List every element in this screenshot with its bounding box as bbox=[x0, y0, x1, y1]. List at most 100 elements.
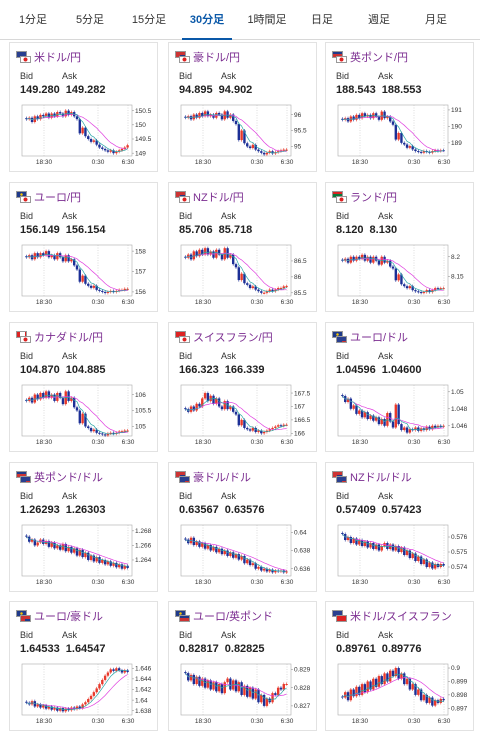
candle-body bbox=[61, 543, 65, 550]
pair-name-link[interactable]: ランド/円 bbox=[350, 192, 398, 204]
candle-body bbox=[39, 114, 42, 120]
tab-timeframe[interactable]: 1時間足 bbox=[247, 14, 287, 26]
tab-timeframe[interactable]: 週足 bbox=[368, 14, 390, 26]
pair-card[interactable]: ユーロ/円 Bid Ask 156.149 156.154 18:30 0:30 6:30 15… bbox=[9, 182, 158, 312]
flag-icon bbox=[20, 476, 31, 483]
tab-timeframe[interactable]: 1分足 bbox=[18, 14, 48, 26]
candle-body bbox=[372, 113, 375, 119]
bid-ask-values: 0.63567 0.63576 bbox=[179, 504, 271, 516]
x-tick-label: 0:30 bbox=[251, 299, 264, 306]
candle-body bbox=[363, 113, 367, 117]
candle-body bbox=[248, 559, 252, 566]
pair-card[interactable]: カナダドル/円 Bid Ask 104.870 104.885 18:30 0:30 6:30… bbox=[9, 322, 158, 452]
candle-body bbox=[360, 410, 364, 418]
candle-body bbox=[39, 704, 42, 708]
y-tick-label: 0.898 bbox=[451, 692, 468, 699]
pair-name-link[interactable]: 豪ドル/ドル bbox=[193, 472, 252, 484]
pair-card[interactable]: 英ポンド/ドル Bid Ask 1.26293 1.26303 18:30 0:30 6:30… bbox=[9, 462, 158, 592]
candle-body bbox=[394, 268, 398, 281]
mini-candlestick-chart[interactable]: 18:30 0:30 6:30 86.5 86 85.5 bbox=[179, 241, 314, 311]
pair-name-link[interactable]: 英ポンド/円 bbox=[350, 52, 409, 64]
candle-body bbox=[50, 394, 53, 398]
mini-candlestick-chart[interactable]: 18:30 0:30 6:30 150.5 150 149.5 149 bbox=[20, 101, 155, 171]
candle-body bbox=[87, 426, 90, 429]
candle-body bbox=[229, 406, 232, 410]
pair-card[interactable]: 英ポンド/円 Bid Ask 188.543 188.553 18:30 0:30 6:30 1… bbox=[325, 42, 474, 172]
pair-name-link[interactable]: 米ドル/スイスフラン bbox=[350, 611, 452, 623]
pair-name-link[interactable]: ユーロ/ドル bbox=[350, 332, 409, 344]
y-tick-label: 166 bbox=[294, 431, 305, 438]
x-tick-label: 0:30 bbox=[251, 579, 264, 586]
bid-value: 0.63567 bbox=[179, 504, 219, 516]
pair-name-link[interactable]: NZドル/ドル bbox=[350, 472, 412, 484]
pair-card[interactable]: スイスフラン/円 Bid Ask 166.323 166.339 18:30 0:30 6:3… bbox=[168, 322, 317, 452]
pair-name-link[interactable]: カナダドル/円 bbox=[34, 332, 104, 344]
pair-card[interactable]: NZドル/ドル Bid Ask 0.57409 0.57423 18:30 0:30 6:30… bbox=[325, 462, 474, 592]
tab-timeframe[interactable]: 30分足 bbox=[182, 0, 232, 40]
candle-body bbox=[248, 146, 252, 149]
pair-name-link[interactable]: スイスフラン/円 bbox=[193, 332, 273, 344]
pair-name-link[interactable]: NZドル/円 bbox=[193, 192, 244, 204]
candle-body bbox=[386, 673, 389, 682]
mini-candlestick-chart[interactable]: 18:30 0:30 6:30 167.5 167 166.5 166 bbox=[179, 381, 314, 451]
pair-name-link[interactable]: 英ポンド/ドル bbox=[34, 472, 104, 484]
mini-candlestick-chart[interactable]: 18:30 0:30 6:30 106 105.5 105 bbox=[20, 381, 155, 451]
candle-body bbox=[192, 251, 196, 260]
tab-timeframe[interactable]: 15分足 bbox=[131, 14, 167, 26]
pair-card[interactable]: ユーロ/英ポンド Bid Ask 0.82817 0.82825 18:30 0:30 6:3… bbox=[168, 601, 317, 731]
mini-candlestick-chart[interactable]: 18:30 0:30 6:30 0.829 0.828 0.827 bbox=[179, 660, 314, 730]
mini-candlestick-chart[interactable]: 18:30 0:30 6:30 0.576 0.575 0.574 bbox=[336, 521, 471, 591]
x-tick-label: 6:30 bbox=[122, 439, 135, 446]
candle-body bbox=[39, 392, 42, 400]
candle-body bbox=[240, 273, 243, 281]
pair-card[interactable]: 豪ドル/ドル Bid Ask 0.63567 0.63576 18:30 0:30 6:30 0… bbox=[168, 462, 317, 592]
candle-body bbox=[363, 541, 367, 546]
mini-candlestick-chart[interactable]: 18:30 0:30 6:30 158 157 156 bbox=[20, 241, 155, 311]
pair-card[interactable]: 米ドル/スイスフラン Bid Ask 0.89761 0.89776 18:30 0:30 6… bbox=[325, 601, 474, 731]
pair-name-link[interactable]: ユーロ/円 bbox=[34, 192, 82, 204]
tab-timeframe[interactable]: 日足 bbox=[311, 14, 333, 26]
candle-body bbox=[254, 144, 257, 150]
candle-body bbox=[377, 676, 381, 687]
mini-candlestick-chart[interactable]: 18:30 0:30 6:30 191 190 189 bbox=[336, 101, 471, 171]
candle-body bbox=[366, 681, 369, 693]
pair-card[interactable]: NZドル/円 Bid Ask 85.706 85.718 18:30 0:30 6:30 86.… bbox=[168, 182, 317, 312]
ask-label: Ask bbox=[62, 351, 78, 361]
candle-body bbox=[212, 251, 215, 258]
mini-candlestick-chart[interactable]: 18:30 0:30 6:30 96 95.5 95 bbox=[179, 101, 314, 171]
candle-body bbox=[53, 255, 56, 260]
y-tick-label: 1.046 bbox=[451, 423, 468, 430]
candle-body bbox=[117, 150, 121, 152]
pair-card[interactable]: ランド/円 Bid Ask 8.120 8.130 18:30 0:30 6:30 8.2 8.1… bbox=[325, 182, 474, 312]
pair-card[interactable]: ユーロ/豪ドル Bid Ask 1.64533 1.64547 18:30 0:30 6:30… bbox=[9, 601, 158, 731]
y-tick-label: 0.636 bbox=[294, 566, 311, 573]
candle-body bbox=[203, 543, 207, 549]
pair-name-link[interactable]: ユーロ/豪ドル bbox=[34, 611, 104, 623]
mini-candlestick-chart[interactable]: 18:30 0:30 6:30 1.646 1.644 1.642 1.64 1.638 bbox=[20, 660, 155, 730]
pair-name-link[interactable]: 豪ドル/円 bbox=[193, 52, 241, 64]
candle-body bbox=[274, 570, 277, 573]
pair-flags bbox=[332, 331, 347, 343]
moving-average-short bbox=[185, 251, 287, 292]
mini-candlestick-chart[interactable]: 18:30 0:30 6:30 1.05 1.048 1.046 bbox=[336, 381, 471, 451]
pair-header: NZドル/ドル bbox=[332, 470, 412, 484]
candle-body bbox=[274, 426, 277, 428]
pair-card[interactable]: 米ドル/円 Bid Ask 149.280 149.282 18:30 0:30 6:30 15… bbox=[9, 42, 158, 172]
candle-body bbox=[201, 112, 204, 117]
tab-timeframe[interactable]: 月足 bbox=[425, 14, 447, 26]
pair-name-link[interactable]: ユーロ/英ポンド bbox=[193, 611, 274, 623]
pair-card[interactable]: 豪ドル/円 Bid Ask 94.895 94.902 18:30 0:30 6:30 96 95… bbox=[168, 42, 317, 172]
pair-name-link[interactable]: 米ドル/円 bbox=[34, 52, 82, 64]
mini-candlestick-chart[interactable]: 18:30 0:30 6:30 1.268 1.266 1.264 bbox=[20, 521, 155, 591]
x-tick-label: 18:30 bbox=[36, 299, 53, 306]
pair-card[interactable]: ユーロ/ドル Bid Ask 1.04596 1.04600 18:30 0:30 6:30 1… bbox=[325, 322, 474, 452]
mini-candlestick-chart[interactable]: 18:30 0:30 6:30 0.64 0.638 0.636 bbox=[179, 521, 314, 591]
candle-body bbox=[408, 550, 412, 558]
tab-timeframe[interactable]: 5分足 bbox=[75, 14, 105, 26]
mini-candlestick-chart[interactable]: 18:30 0:30 6:30 8.2 8.15 bbox=[336, 241, 471, 311]
mini-candlestick-chart[interactable]: 18:30 0:30 6:30 0.9 0.899 0.898 0.897 bbox=[336, 660, 471, 730]
candle-body bbox=[234, 120, 238, 125]
x-tick-label: 0:30 bbox=[408, 299, 421, 306]
candle-body bbox=[89, 285, 93, 288]
x-tick-label: 6:30 bbox=[438, 579, 451, 586]
